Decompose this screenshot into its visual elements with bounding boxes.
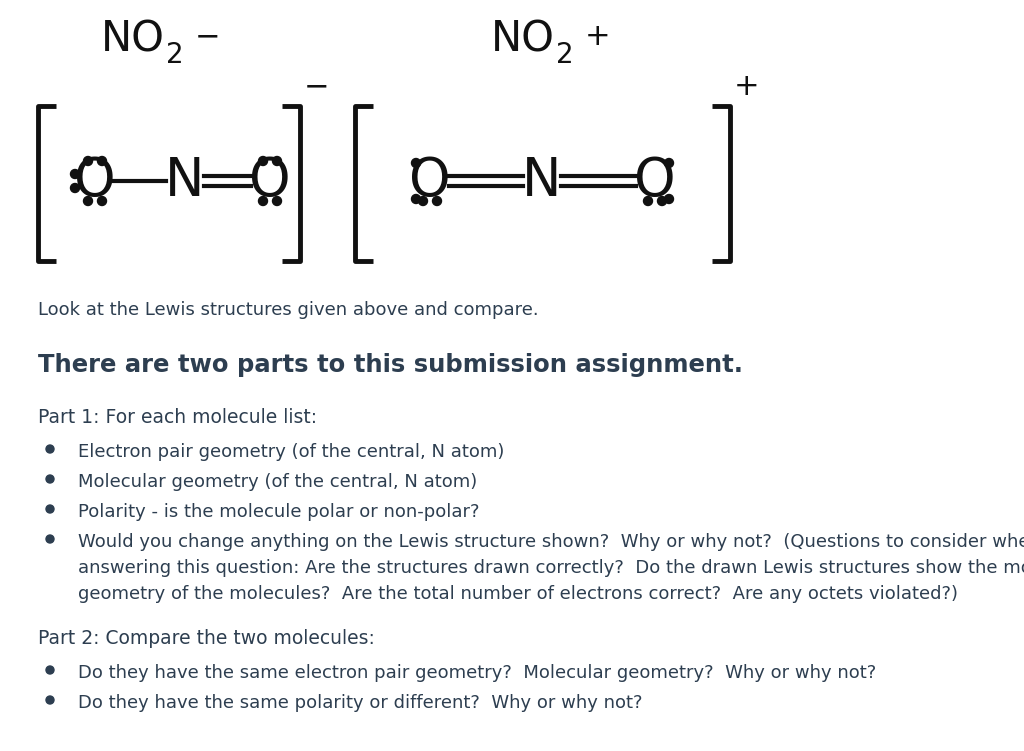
Text: answering this question: Are the structures drawn correctly?  Do the drawn Lewis: answering this question: Are the structu…	[78, 559, 1024, 577]
Text: Do they have the same electron pair geometry?  Molecular geometry?  Why or why n: Do they have the same electron pair geom…	[78, 664, 877, 682]
Text: +: +	[585, 22, 610, 51]
Text: 2: 2	[166, 41, 183, 69]
Circle shape	[71, 183, 80, 192]
Text: −: −	[195, 22, 220, 51]
Text: Do they have the same polarity or different?  Why or why not?: Do they have the same polarity or differ…	[78, 694, 642, 712]
Circle shape	[657, 197, 667, 206]
Text: O: O	[74, 155, 116, 207]
Text: geometry of the molecules?  Are the total number of electrons correct?  Are any : geometry of the molecules? Are the total…	[78, 585, 958, 603]
Circle shape	[258, 197, 267, 206]
Text: N: N	[165, 155, 205, 207]
Text: O: O	[410, 155, 451, 207]
Text: O: O	[634, 155, 676, 207]
Text: N: N	[522, 155, 562, 207]
Circle shape	[665, 195, 674, 204]
Text: Look at the Lewis structures given above and compare.: Look at the Lewis structures given above…	[38, 301, 539, 319]
Circle shape	[97, 156, 106, 165]
Circle shape	[71, 170, 80, 179]
Circle shape	[665, 158, 674, 167]
Circle shape	[643, 197, 652, 206]
Circle shape	[412, 195, 421, 204]
Circle shape	[84, 156, 92, 165]
Text: +: +	[734, 72, 760, 101]
Text: Part 1: For each molecule list:: Part 1: For each molecule list:	[38, 408, 317, 427]
Circle shape	[272, 197, 282, 206]
Text: NO: NO	[101, 19, 165, 61]
Circle shape	[432, 197, 441, 206]
Text: 2: 2	[556, 41, 573, 69]
Circle shape	[258, 156, 267, 165]
Text: Part 2: Compare the two molecules:: Part 2: Compare the two molecules:	[38, 629, 375, 648]
Text: Electron pair geometry (of the central, N atom): Electron pair geometry (of the central, …	[78, 443, 505, 461]
Text: There are two parts to this submission assignment.: There are two parts to this submission a…	[38, 353, 743, 377]
Circle shape	[46, 535, 54, 543]
Text: Would you change anything on the Lewis structure shown?  Why or why not?  (Quest: Would you change anything on the Lewis s…	[78, 533, 1024, 551]
Circle shape	[46, 696, 54, 704]
Circle shape	[272, 156, 282, 165]
Circle shape	[419, 197, 427, 206]
Text: Polarity - is the molecule polar or non-polar?: Polarity - is the molecule polar or non-…	[78, 503, 479, 521]
Text: Molecular geometry (of the central, N atom): Molecular geometry (of the central, N at…	[78, 473, 477, 491]
Text: −: −	[304, 72, 330, 101]
Circle shape	[412, 158, 421, 167]
Circle shape	[84, 197, 92, 206]
Text: O: O	[249, 155, 291, 207]
Circle shape	[46, 505, 54, 513]
Circle shape	[46, 475, 54, 483]
Circle shape	[97, 197, 106, 206]
Circle shape	[46, 666, 54, 674]
Circle shape	[46, 445, 54, 453]
Text: NO: NO	[490, 19, 555, 61]
